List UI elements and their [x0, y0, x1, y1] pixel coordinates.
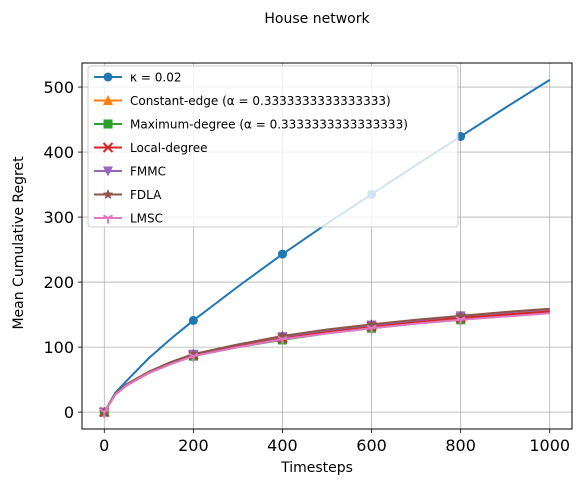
- legend-marker: [103, 95, 113, 105]
- legend-label: Maximum-degree (α = 0.3333333333333333): [130, 118, 408, 132]
- legend-marker: [103, 72, 113, 82]
- marker-stroke: [366, 324, 373, 330]
- marker-stroke: [277, 335, 283, 341]
- legend-entry: LMSC: [94, 212, 163, 226]
- series-6: [99, 312, 550, 418]
- marker-stroke: [455, 316, 462, 321]
- legend-label: FDLA: [130, 188, 162, 202]
- legend-entry: Local-degree: [94, 141, 207, 155]
- legend-entry: Constant-edge (α = 0.3333333333333333): [94, 94, 391, 108]
- marker-stroke: [102, 142, 114, 153]
- marker-stroke: [460, 316, 466, 321]
- legend-entry: FMMC: [94, 165, 166, 179]
- y-tick-label: 0: [64, 403, 74, 422]
- data-point: [188, 315, 198, 325]
- legend-label: Constant-edge (α = 0.3333333333333333): [130, 94, 391, 108]
- series-line: [103, 307, 550, 413]
- marker-stroke: [281, 335, 288, 341]
- legend-marker: [103, 166, 113, 177]
- legend-marker: [102, 214, 114, 224]
- y-tick-label: 200: [43, 273, 74, 292]
- x-axis-title: Timesteps: [280, 460, 353, 476]
- axis-ticks: 0 200 400 600 800 1000 0 100 200 300 400 500: [43, 78, 570, 455]
- legend-label: FMMC: [130, 165, 166, 179]
- legend: κ = 0.02 Constant-edge (α = 0.33333333333…: [87, 65, 459, 228]
- data-point: [277, 335, 288, 345]
- marker-stroke: [107, 214, 114, 219]
- x-tick-label: 200: [178, 436, 209, 455]
- x-tick-label: 0: [99, 436, 109, 455]
- legend-marker: [102, 142, 114, 153]
- y-tick-label: 300: [43, 208, 74, 227]
- data-point: [455, 316, 466, 326]
- y-axis-title: Mean Cumulative Regret: [11, 156, 27, 330]
- legend-label: Local-degree: [130, 141, 207, 155]
- x-tick-label: 1000: [529, 436, 570, 455]
- legend-box: [87, 65, 459, 228]
- marker-stroke: [103, 408, 110, 413]
- marker-stroke: [192, 352, 199, 358]
- data-point: [188, 352, 199, 362]
- data-point: [277, 249, 287, 259]
- marker-stroke: [99, 408, 105, 413]
- legend-label: LMSC: [130, 212, 163, 226]
- legend-marker: [102, 189, 114, 199]
- series-line: [103, 308, 550, 413]
- marker-stroke: [188, 352, 194, 358]
- y-tick-label: 400: [43, 143, 74, 162]
- x-tick-label: 600: [356, 436, 387, 455]
- legend-label: κ = 0.02: [130, 71, 181, 85]
- y-tick-label: 100: [43, 338, 74, 357]
- marker-stroke: [102, 214, 109, 219]
- legend-marker: [103, 119, 113, 129]
- series-line: [103, 312, 550, 413]
- marker-stroke: [371, 324, 377, 330]
- x-tick-label: 400: [267, 436, 298, 455]
- chart-title: House network: [264, 11, 370, 27]
- y-tick-label: 500: [43, 78, 74, 97]
- legend-entry: κ = 0.02: [94, 71, 181, 85]
- plot-frame: [81, 62, 573, 430]
- data-point: [99, 408, 110, 418]
- x-tick-label: 800: [445, 436, 476, 455]
- legend-entry: Maximum-degree (α = 0.3333333333333333): [94, 118, 408, 132]
- legend-entry: FDLA: [94, 188, 162, 202]
- data-point: [366, 324, 377, 334]
- series-5: [99, 307, 550, 417]
